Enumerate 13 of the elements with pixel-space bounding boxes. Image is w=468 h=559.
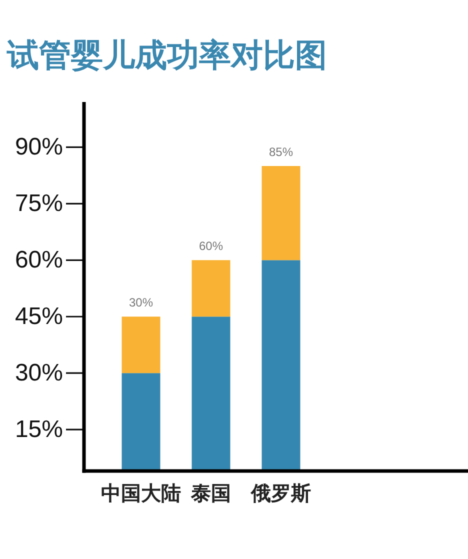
total-label: 60%: [198, 239, 224, 254]
title: 试管婴儿成功率对比图: [7, 37, 327, 73]
ytick-label: 90%: [14, 134, 63, 161]
ytick-label: 60%: [14, 246, 63, 274]
ytick-label: 30%: [14, 360, 63, 387]
total-label: 85%: [268, 145, 294, 159]
annotation: 30%: [128, 296, 154, 310]
ytick-label: 75%: [14, 190, 63, 218]
category-label: 泰国: [191, 483, 231, 505]
category-label: 中国大陆: [101, 483, 181, 505]
ytick-label: 45%: [14, 303, 63, 330]
category-label: 俄罗斯: [251, 483, 311, 505]
ytick-label: 15%: [14, 416, 63, 444]
